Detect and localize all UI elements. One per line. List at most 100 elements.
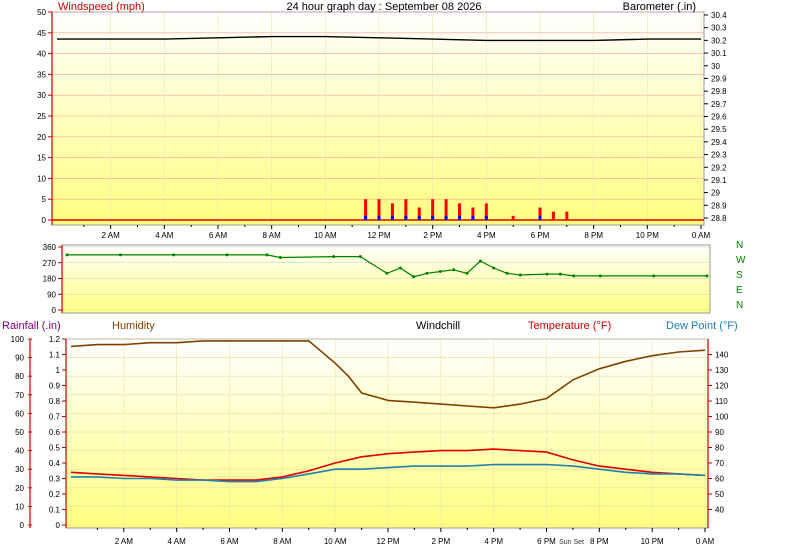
tick-label: 5 (42, 195, 47, 204)
tick-label: 29 (711, 189, 720, 198)
humidity-line (70, 340, 706, 409)
tick-label: 30.2 (711, 36, 727, 45)
tick-label: 25 (37, 112, 46, 121)
time-tick-label: 6 AM (209, 231, 228, 240)
tick-label: 0.8 (49, 397, 61, 406)
tick-label: 30 (15, 465, 24, 474)
tick-label: 28.9 (711, 201, 727, 210)
tick-label: 120 (715, 382, 729, 391)
wind-direction-point (385, 271, 389, 275)
tick-label: 29.9 (711, 74, 727, 83)
tick-label: 80 (715, 444, 724, 453)
compass-label: S (736, 270, 743, 281)
tick-label: 0 (20, 521, 25, 530)
panel-1-time-axis: 2 AM 4 AM 6 AM 8 AM 10 AM 12 PM 2 PM 4 PM 6 PM 8 … (83, 225, 711, 240)
dew-point-line (71, 463, 706, 483)
wind-direction-point (492, 266, 496, 270)
windchill-label: Windchill (416, 320, 460, 332)
tick-label: 50 (715, 490, 724, 499)
tick-label: 0.2 (49, 490, 61, 499)
barometer-label: Barometer (.in) (623, 1, 696, 13)
tick-label: 1.2 (49, 335, 61, 344)
wind-direction-point (358, 255, 362, 259)
barometer-axis: 28.8 28.9 29 29.1 29.2 29.3 29.4 29.5 29.6 29.7 29… (704, 11, 727, 223)
time-tick-label: 2 AM (102, 231, 121, 240)
time-tick-label: 4 PM (484, 537, 503, 546)
tick-label: 0 (52, 306, 57, 315)
rainfall-label: Rainfall (.in) (2, 320, 61, 332)
tick-label: 29.7 (711, 100, 727, 109)
time-tick-label: 4 PM (477, 231, 496, 240)
tick-label: 29.6 (711, 113, 727, 122)
humidity-label: Humidity (112, 320, 155, 332)
tick-label: 180 (43, 275, 57, 284)
wind-direction-point (425, 271, 429, 275)
time-tick-label: 2 AM (115, 537, 134, 546)
tick-label: 100 (11, 335, 25, 344)
wind-direction-point (65, 253, 69, 257)
tick-label: 70 (715, 459, 724, 468)
time-tick-label: 10 AM (324, 537, 347, 546)
panel-1-plot-area (51, 11, 705, 226)
panel-3-grid (66, 338, 708, 528)
compass-label: E (736, 285, 743, 296)
tick-label: 360 (43, 243, 57, 252)
tick-label: 28.8 (711, 214, 727, 223)
tick-label: 100 (715, 413, 729, 422)
time-tick-label: 12 PM (376, 537, 399, 546)
time-tick-label: 10 AM (314, 231, 337, 240)
barometer-line (57, 35, 701, 42)
wind-direction-point (412, 275, 416, 279)
tick-label: 50 (37, 8, 46, 17)
tick-label: 10 (15, 502, 24, 511)
tick-label: 90 (15, 354, 24, 363)
tick-label: 0.5 (49, 444, 61, 453)
time-tick-label: 6 AM (220, 537, 239, 546)
panel-2-grid (62, 246, 710, 311)
tick-label: 1 (56, 366, 61, 375)
compass-label: N (736, 240, 743, 251)
tick-label: 0.6 (49, 428, 61, 437)
tick-label: 29.4 (711, 138, 727, 147)
tick-label: 0.7 (49, 413, 61, 422)
tick-label: 30 (37, 91, 46, 100)
tick-label: 0.9 (49, 382, 61, 391)
panel-1-grid (52, 11, 704, 225)
wind-direction-point (398, 266, 402, 270)
panel-3-series (70, 340, 706, 483)
tick-label: 29.1 (711, 176, 727, 185)
tick-label: 1.1 (49, 351, 61, 360)
time-tick-label: 8 AM (263, 231, 282, 240)
windspeed-label: Windspeed (mph) (58, 1, 145, 13)
temperature-line (70, 448, 706, 481)
tick-label: 270 (43, 259, 57, 268)
sunset-label: Sun Set (559, 539, 584, 546)
tick-label: 10 (37, 174, 46, 183)
chart-title: 24 hour graph day : September 08 2026 (286, 1, 481, 13)
dewpoint-label: Dew Point (°F) (666, 320, 738, 332)
tick-label: 80 (15, 372, 24, 381)
tick-label: 110 (715, 397, 728, 406)
time-tick-label: 0 AM (692, 231, 711, 240)
wind-direction-point (465, 271, 469, 275)
compass-label: N (736, 300, 743, 311)
time-tick-label: 0 AM (696, 537, 715, 546)
rainfall-axis: 0 0.1 0.2 0.3 0.4 0.5 0.6 0.7 0.8 0.9 1 1.1 1.2 (49, 335, 67, 530)
wind-direction-point (572, 274, 576, 278)
tick-label: 40 (15, 447, 24, 456)
wind-direction-point (545, 272, 549, 276)
wind-direction-point (652, 274, 656, 278)
wind-direction-point (438, 270, 442, 273)
tick-label: 90 (47, 290, 56, 299)
tick-label: 35 (37, 70, 46, 79)
tick-label: 29.2 (711, 163, 727, 172)
wind-direction-point (278, 256, 282, 259)
tick-label: 30.1 (711, 49, 727, 58)
tick-label: 0 (42, 216, 47, 225)
panel-3-time-axis: 2 AM 4 AM 6 AM 8 AM 10 AM 12 PM 2 PM 4 PM 6 PM 8 … (96, 528, 715, 546)
tick-label: 0.3 (49, 475, 61, 484)
